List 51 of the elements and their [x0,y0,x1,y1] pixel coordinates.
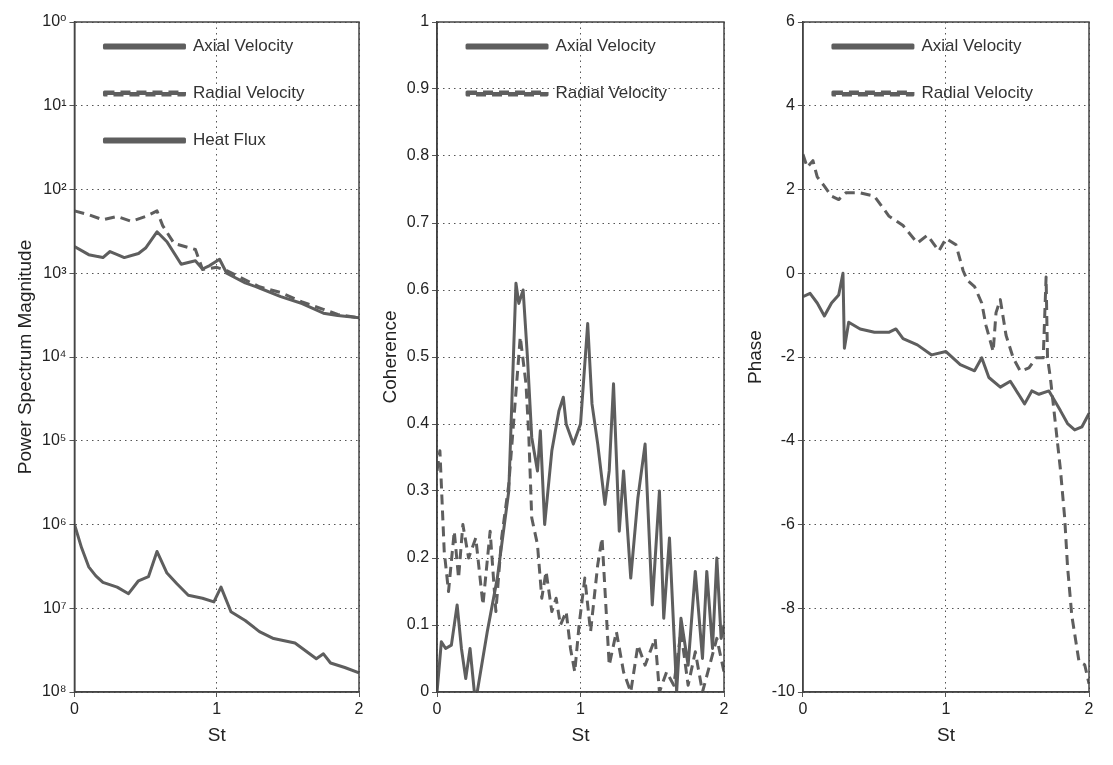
y-axis-title: Power Spectrum Magnitude [13,239,35,475]
x-axis-title: St [207,723,227,745]
y-tick-label: 1 [420,12,430,30]
y-tick-label: 0.8 [406,146,430,164]
y-tick-label: 0.1 [406,615,430,633]
x-tick-label: 1 [212,700,222,718]
y-tick-label: 10⁷ [42,598,67,616]
y-axis-title: Coherence [378,310,400,404]
y-tick-label: -4 [780,431,796,449]
x-tick-label: 0 [432,700,442,718]
y-tick-label: 0.9 [406,79,430,97]
y-tick-label: 0.4 [406,414,430,432]
x-tick-label: 2 [719,700,729,718]
x-tick-label: 2 [354,700,364,718]
y-tick-label: 0.3 [406,481,430,499]
x-tick-label: 1 [941,700,951,718]
y-tick-label: -10 [771,682,796,700]
y-axis-title: Phase [743,330,765,384]
y-tick-label: 6 [786,12,796,30]
x-axis-title: St [571,723,591,745]
y-tick-label: 10¹ [43,96,67,114]
y-tick-label: 10⁰ [42,12,67,30]
x-tick-label: 1 [576,700,586,718]
y-tick-label: 10⁶ [42,514,67,532]
y-tick-label: 0.2 [406,548,430,566]
x-tick-label: 2 [1084,700,1094,718]
legend-label: Axial Velocity [192,36,294,56]
y-tick-label: -8 [780,598,796,616]
y-tick-label: 10² [43,179,68,197]
y-tick-label: 4 [786,96,796,114]
y-tick-label: 10⁵ [42,431,67,449]
y-tick-label: 10⁴ [41,347,67,365]
y-tick-label: -2 [780,347,796,365]
legend-label: Axial Velocity [555,36,657,56]
y-tick-label: 0 [420,682,430,700]
y-tick-label: 10⁸ [41,682,67,700]
y-tick-label: 0.5 [406,347,430,365]
legend-label: Radial Velocity [192,83,305,103]
x-axis-title: St [936,723,956,745]
x-tick-label: 0 [70,700,80,718]
legend-label: Radial Velocity [921,83,1034,103]
legend-label: Heat Flux [192,130,267,150]
legend-label: Radial Velocity [555,83,668,103]
y-tick-label: -6 [780,514,796,532]
y-tick-label: 10³ [43,263,68,281]
x-tick-label: 0 [798,700,808,718]
y-tick-label: 0 [786,263,796,281]
y-tick-label: 0.7 [406,213,430,231]
y-tick-label: 2 [786,179,796,197]
legend-label: Axial Velocity [921,36,1023,56]
y-tick-label: 0.6 [406,280,430,298]
